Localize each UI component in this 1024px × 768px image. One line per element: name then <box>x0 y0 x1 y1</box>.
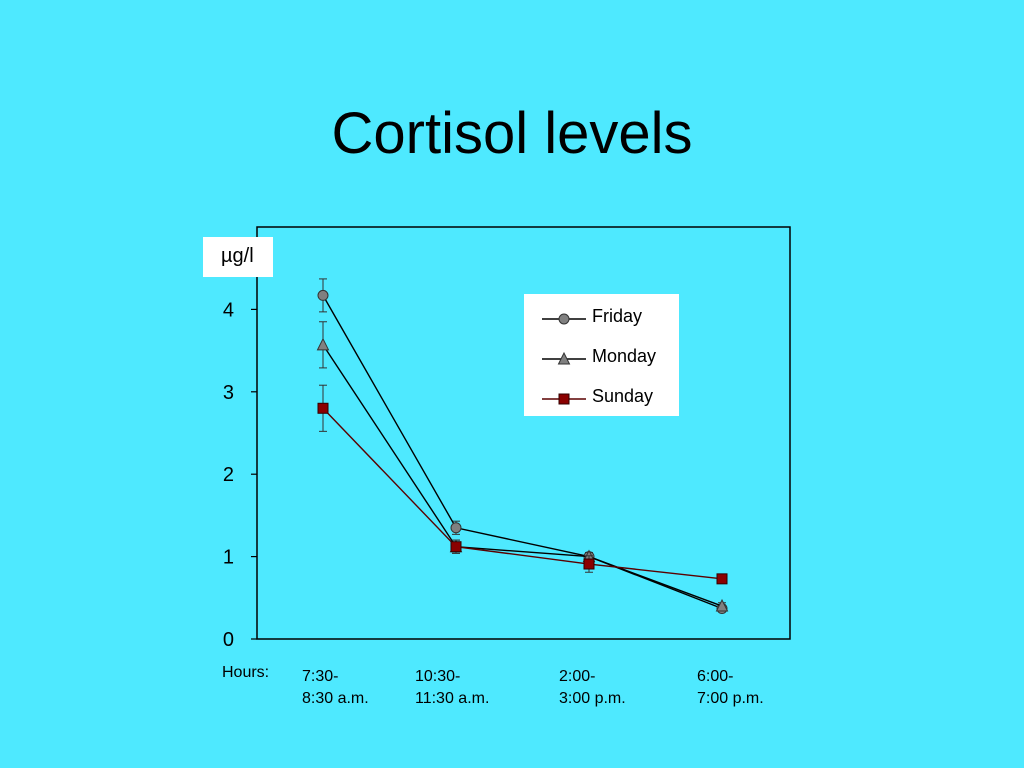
point-sunday-0 <box>317 402 329 414</box>
y-tick-label-3: 3 <box>223 382 234 404</box>
legend-swatch-monday <box>542 351 586 365</box>
x-category-2: 2:00- 3:00 p.m. <box>559 666 626 710</box>
legend-marker-sunday <box>558 393 570 405</box>
point-monday-0 <box>316 337 330 351</box>
x-category-0: 7:30- 8:30 a.m. <box>302 666 369 710</box>
legend: Friday Monday Sunday <box>524 294 679 416</box>
x-category-0-line-1: 8:30 a.m. <box>302 690 369 707</box>
x-category-3: 6:00- 7:00 p.m. <box>697 666 764 710</box>
x-category-3-line-1: 7:00 p.m. <box>697 690 764 707</box>
legend-label-friday: Friday <box>592 306 643 326</box>
series-line-monday <box>322 344 723 607</box>
series-layer <box>316 278 729 615</box>
legend-swatch-friday <box>542 313 586 325</box>
series-sunday <box>317 384 728 585</box>
x-category-2-line-0: 2:00- <box>559 668 596 685</box>
legend-swatch-sunday <box>542 393 586 405</box>
x-category-0-line-0: 7:30- <box>302 668 339 685</box>
legend-marker-friday <box>558 313 570 325</box>
x-category-3-line-0: 6:00- <box>697 668 734 685</box>
series-friday <box>317 278 728 615</box>
series-line-friday <box>322 295 723 610</box>
point-friday-1 <box>450 522 462 534</box>
y-tick-label-0: 0 <box>223 629 234 651</box>
point-sunday-3 <box>716 573 728 585</box>
y-axis-unit-label: µg/l <box>203 237 273 277</box>
series-line-sunday <box>322 407 723 580</box>
x-category-1-line-0: 10:30- <box>415 668 461 685</box>
legend-label-sunday: Sunday <box>592 386 654 406</box>
point-friday-0 <box>317 289 329 301</box>
legend-label-monday: Monday <box>592 346 657 366</box>
x-category-2-line-1: 3:00 p.m. <box>559 690 626 707</box>
x-category-1-line-1: 11:30 a.m. <box>415 690 490 707</box>
slide-title: Cortisol levels <box>331 101 693 166</box>
y-tick-label-4: 4 <box>223 299 234 321</box>
x-category-1: 10:30- 11:30 a.m. <box>415 666 489 710</box>
legend-marker-monday <box>557 351 571 365</box>
y-tick-label-2: 2 <box>223 464 234 486</box>
point-sunday-2 <box>583 558 595 570</box>
plot-area <box>256 226 791 640</box>
point-sunday-1 <box>450 541 462 553</box>
y-axis: 0 1 2 3 4 <box>223 299 257 651</box>
x-axis-label: Hours: <box>222 664 270 681</box>
point-monday-3 <box>715 598 729 612</box>
y-tick-label-1: 1 <box>223 547 234 569</box>
